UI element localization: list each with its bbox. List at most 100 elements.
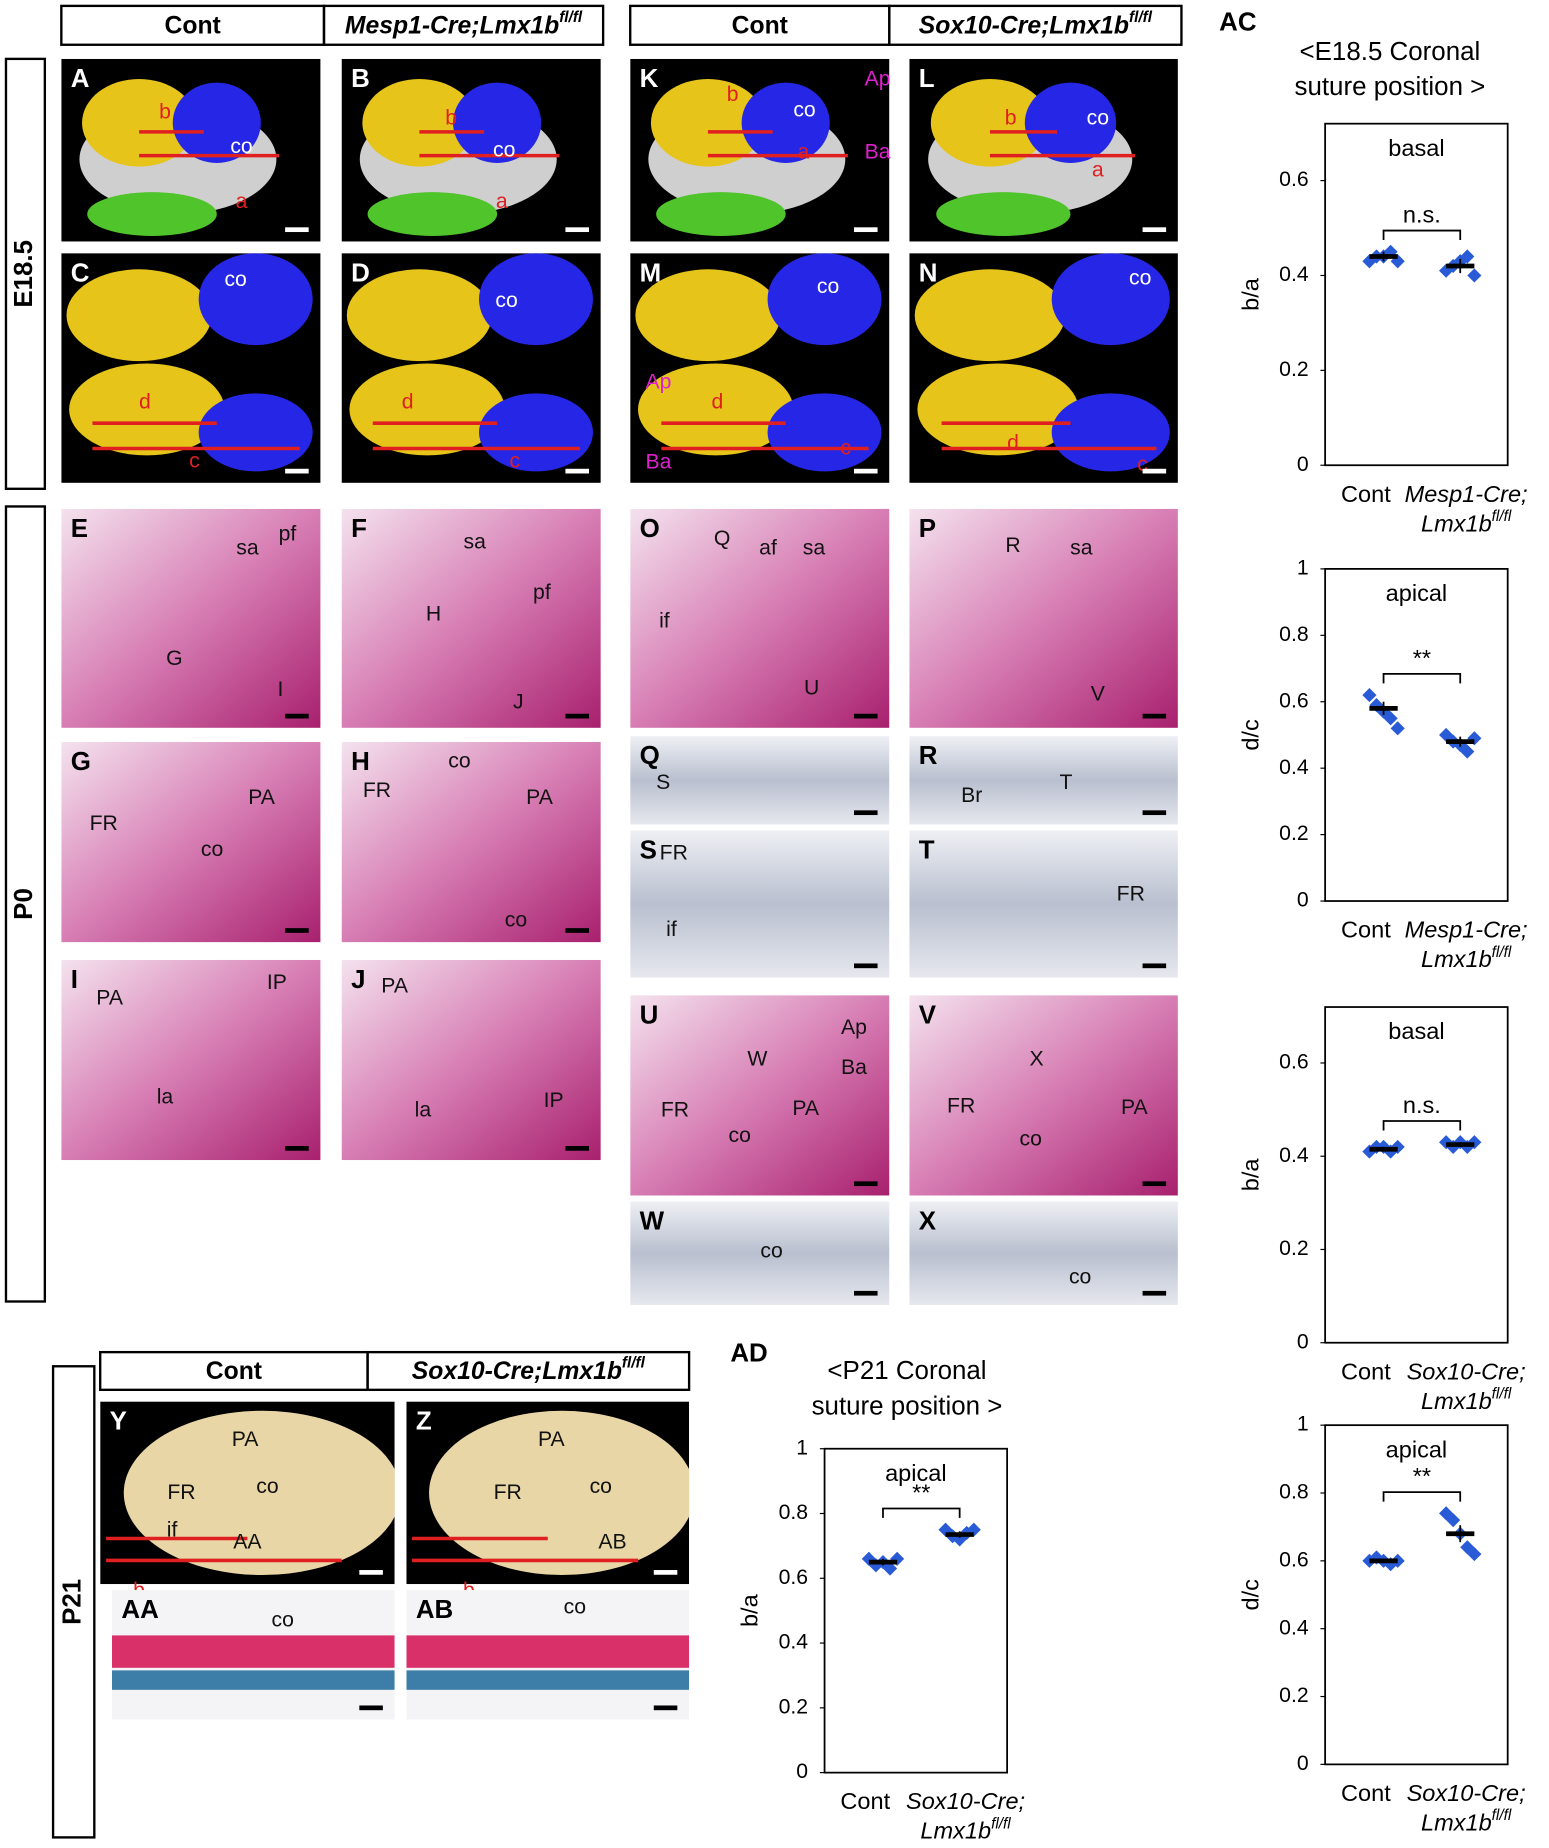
image-panel (406, 1590, 690, 1720)
chart-title: apical (885, 1460, 947, 1486)
parietal (478, 393, 593, 472)
plot-frame (823, 1447, 1009, 1774)
data-point (1467, 1546, 1482, 1562)
y-tick-label: 1 (1297, 556, 1309, 579)
significance-label: ** (1413, 645, 1431, 671)
row-label-box (4, 505, 47, 1303)
genotype: Sox10-Cre;Lmx1bfl/fl (412, 1355, 646, 1385)
genotype-text: Cont (206, 1358, 262, 1385)
panel-label: co (590, 1475, 612, 1498)
genotype-superscript: fl/fl (622, 1355, 646, 1372)
panel-label: la (157, 1085, 174, 1108)
parietal (172, 82, 261, 163)
panel-label: la (415, 1098, 432, 1121)
panel-letter: Y (110, 1408, 127, 1436)
row-label: P0 (10, 888, 38, 920)
x-tick-label: Mesp1-Cre; (1405, 917, 1528, 943)
parietal (478, 253, 593, 346)
panel-label: Ba (646, 450, 672, 473)
panel-label: W (747, 1048, 767, 1071)
chart-group-title: <P21 Coronal (827, 1357, 986, 1385)
image-panel (341, 253, 601, 483)
panel-label: if (167, 1519, 178, 1542)
image-background (630, 736, 890, 825)
chart-title: apical (1386, 1436, 1448, 1462)
x-tick-label: Lmx1bfl/fl (920, 1815, 1011, 1843)
genotype-text: Mesp1-Cre;Lmx1b (345, 12, 559, 39)
panel-label: co (272, 1608, 294, 1631)
panel-label: b (445, 107, 457, 130)
row-label-box (4, 57, 47, 490)
parietal (1024, 82, 1117, 163)
frontal (349, 363, 505, 456)
y-tick-label: 0 (1297, 1330, 1309, 1353)
panel-label: co (1019, 1128, 1041, 1151)
x-tick-text: Sox10-Cre; (1407, 1780, 1526, 1806)
image-panel (909, 995, 1178, 1196)
image-panel (61, 58, 321, 242)
scale-bar (1142, 468, 1167, 474)
panel-label: X (1029, 1048, 1043, 1071)
x-tick-superscript: fl/fl (1492, 1807, 1512, 1824)
data-point (1460, 249, 1475, 264)
x-tick-superscript: fl/fl (1492, 508, 1512, 525)
genotype: Sox10-Cre;Lmx1bfl/fl (919, 9, 1153, 39)
image-panel (111, 1590, 395, 1720)
panel-label: co (760, 1240, 782, 1263)
panel-label: co (505, 909, 527, 932)
scale-bar (359, 1570, 383, 1575)
panel-label: c (509, 449, 520, 472)
data-point (1390, 721, 1405, 736)
image-background (341, 959, 601, 1161)
image-background (909, 830, 1178, 978)
panel-letter: AC (1219, 8, 1256, 36)
y-tick-label: 0.4 (1279, 1144, 1309, 1167)
frontal (66, 269, 212, 362)
panel-label: FR (947, 1095, 975, 1118)
y-tick-label: 0.8 (1279, 1481, 1308, 1504)
panel-label: Ba (865, 141, 891, 164)
panel-label: b (727, 83, 739, 106)
image-panel (61, 508, 321, 728)
scale-bar (653, 1570, 678, 1575)
image-background (630, 508, 890, 728)
panel-label: PA (381, 975, 409, 998)
x-tick-text: Cont (840, 1788, 890, 1814)
y-tick-label: 0.4 (1279, 756, 1309, 779)
blue-band (111, 1670, 395, 1690)
panel-label: R (1005, 534, 1020, 557)
scale-bar (285, 468, 309, 474)
significance-bracket (1382, 1491, 1462, 1502)
mandible (656, 192, 786, 236)
y-tick-label: 0 (1297, 889, 1309, 912)
panel-letter: AA (121, 1596, 159, 1624)
frontal (650, 78, 765, 167)
image-panel (909, 508, 1178, 728)
x-tick-label: Cont (1341, 1359, 1391, 1385)
genotype: Cont (165, 12, 221, 39)
scale-bar (854, 810, 878, 816)
panel-label: Ap (841, 1016, 867, 1039)
x-tick-text: Cont (1341, 481, 1391, 507)
scale-bar (1142, 810, 1167, 816)
panel-label: co (1087, 107, 1109, 130)
panel-label: if (666, 918, 677, 941)
image-background (630, 830, 890, 978)
panel-label: af (759, 536, 777, 559)
chart-group-title: suture position > (1294, 73, 1485, 101)
parietal (198, 253, 313, 346)
x-tick-label: Cont (1341, 917, 1391, 943)
y-tick-label: 0 (796, 1760, 808, 1783)
panel-label: co (817, 275, 839, 298)
header-box (322, 4, 605, 46)
image-panel (341, 959, 601, 1161)
x-tick-text: Lmx1b (920, 1818, 991, 1844)
genotype-text: Cont (732, 12, 788, 39)
chart-title: basal (1388, 1018, 1444, 1044)
x-tick-label: Lmx1bfl/fl (1421, 508, 1512, 536)
image-panel (61, 742, 321, 943)
scale-bar (565, 468, 589, 474)
x-tick-text: Lmx1b (1421, 946, 1492, 972)
x-tick-label: Cont (840, 1788, 890, 1814)
y-axis-label: b/a (737, 1593, 763, 1627)
